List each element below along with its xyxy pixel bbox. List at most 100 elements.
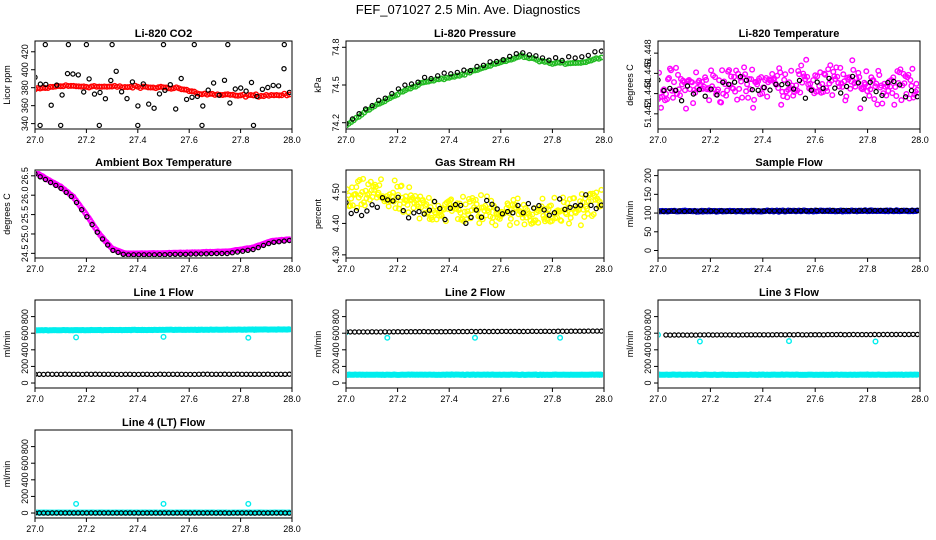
data-point	[349, 116, 356, 122]
x-tick-label: 27.2	[389, 264, 407, 274]
data-point	[492, 222, 499, 229]
x-tick-label: 27.4	[129, 394, 147, 404]
data-point	[771, 208, 778, 214]
x-tick-label: 27.6	[180, 394, 198, 404]
x-tick-label: 27.2	[702, 135, 720, 145]
data-point	[581, 328, 587, 334]
x-tick-label: 27.4	[440, 394, 458, 404]
data-point	[37, 174, 43, 180]
x-tick-label: 27.6	[806, 264, 824, 274]
series-2.5-min	[659, 73, 919, 104]
data-point	[851, 208, 857, 214]
data-point	[558, 217, 565, 224]
data-point	[543, 211, 550, 218]
chart-line4: Line 4 (LT) Flow ml/min 27.0 27.2 27.4 27.6 27…	[2, 417, 301, 534]
series-1-min	[347, 52, 603, 128]
data-point	[835, 208, 841, 214]
data-point	[226, 371, 232, 377]
data-point	[48, 102, 54, 108]
x-tick-label: 28.0	[283, 524, 301, 534]
data-point	[196, 371, 202, 377]
data-point	[807, 80, 814, 87]
data-point	[755, 87, 761, 94]
chart-temperature: Li-820 Temperature degrees C 27.0 27.2 27.4 2…	[625, 28, 929, 145]
data-point	[110, 247, 116, 254]
data-point	[369, 102, 375, 109]
data-point	[873, 88, 879, 95]
data-point	[673, 87, 679, 94]
plot-points	[36, 171, 291, 257]
data-point	[546, 57, 552, 63]
data-point	[731, 73, 738, 80]
data-point	[766, 208, 772, 214]
data-point	[145, 101, 152, 107]
data-point	[477, 328, 483, 335]
y-tick-label: 400	[643, 342, 653, 357]
data-point	[769, 332, 776, 338]
data-point	[903, 90, 910, 97]
y-tick-label: 400	[20, 342, 30, 357]
data-point	[59, 92, 65, 98]
x-tick-label: 27.0	[649, 394, 667, 404]
data-point	[734, 96, 741, 103]
data-point	[479, 64, 486, 71]
chart-co2: Li-820 CO2 Licor ppm 27.0 27.2 27.4 27.6 27.8 2…	[2, 28, 301, 145]
data-point	[399, 329, 405, 335]
data-point	[727, 332, 733, 338]
data-point	[273, 371, 280, 377]
y-axis-label: ml/min	[2, 331, 12, 358]
y-tick-label: 24.5	[20, 245, 30, 263]
data-point	[750, 104, 757, 111]
plot-frame	[345, 40, 605, 130]
data-point	[850, 66, 857, 73]
data-point	[229, 249, 235, 256]
data-point	[692, 208, 698, 214]
x-tick-label: 27.8	[232, 135, 250, 145]
data-point	[696, 338, 703, 345]
data-point	[913, 80, 919, 87]
data-point	[395, 194, 401, 200]
data-point	[808, 207, 815, 214]
data-point	[135, 122, 141, 128]
chart-title: Ambient Box Temperature	[95, 157, 232, 169]
data-point	[866, 92, 873, 99]
data-point	[40, 371, 47, 378]
data-point	[802, 95, 809, 101]
data-point	[193, 251, 199, 257]
data-point	[378, 176, 385, 183]
data-point	[37, 122, 43, 128]
data-point	[843, 93, 850, 100]
data-point	[230, 371, 237, 377]
data-point	[250, 246, 256, 253]
data-point	[78, 206, 85, 213]
data-point	[782, 332, 788, 338]
data-point	[863, 68, 870, 75]
data-point	[200, 103, 206, 109]
data-point	[237, 85, 244, 91]
data-point	[785, 81, 791, 87]
data-point	[459, 71, 466, 78]
data-point	[245, 334, 252, 341]
y-tick-label: 340	[20, 116, 30, 131]
data-point	[795, 331, 801, 338]
series-1-min CO2	[36, 82, 291, 100]
data-point	[162, 87, 168, 94]
data-point	[799, 332, 806, 338]
data-point	[830, 207, 836, 214]
data-point	[898, 207, 905, 214]
data-point	[540, 212, 547, 219]
data-point	[255, 244, 261, 251]
data-point	[525, 328, 531, 335]
data-point	[369, 202, 375, 208]
y-tick-label: 200	[643, 359, 653, 374]
data-point	[659, 332, 661, 338]
data-point	[398, 182, 405, 189]
data-point	[423, 201, 430, 208]
data-point	[675, 71, 682, 78]
data-point	[376, 182, 383, 189]
data-point	[234, 92, 241, 99]
data-point	[80, 89, 87, 95]
data-point	[135, 371, 142, 378]
data-point	[779, 81, 785, 88]
series-2.5-min	[36, 510, 291, 516]
